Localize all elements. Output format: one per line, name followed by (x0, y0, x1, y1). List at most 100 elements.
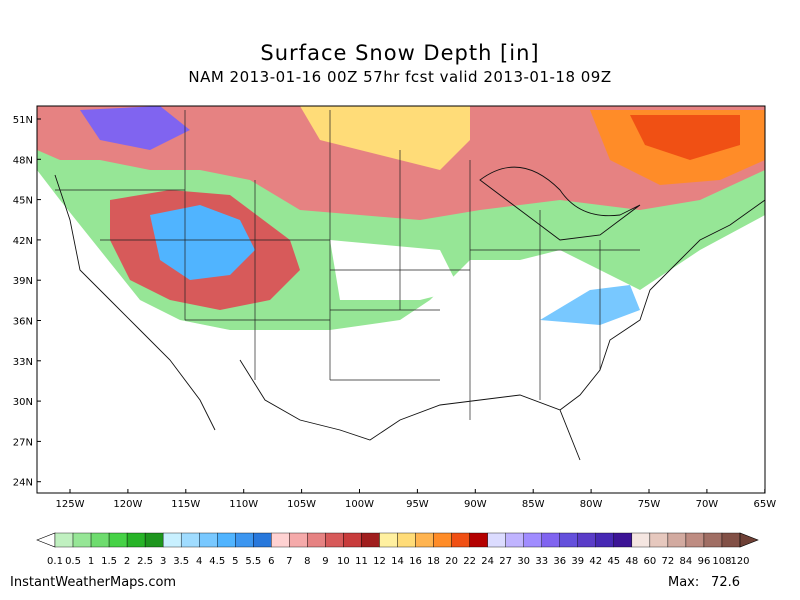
colorbar-box (271, 532, 290, 548)
colorbar-box (487, 532, 506, 548)
coastline (54, 174, 766, 461)
colorbar-label: 10 (337, 556, 350, 567)
max-value: 72.6 (711, 575, 740, 590)
lon-label: 90W (464, 499, 487, 510)
colorbar-label: 45 (607, 556, 620, 567)
lat-label: 45N (13, 196, 33, 207)
colorbar-box (199, 532, 218, 548)
colorbar-box (108, 532, 128, 548)
map-area (36, 105, 766, 494)
colorbar-label: 12 (373, 556, 386, 567)
great-lakes (479, 166, 641, 241)
colorbar-box (577, 532, 596, 548)
colorbar-label: 96 (698, 556, 711, 567)
colorbar-label: 6 (268, 556, 274, 567)
snow-moderate (37, 106, 765, 220)
title: Surface Snow Depth [in] (260, 41, 539, 65)
colorbar-label: 39 (571, 556, 584, 567)
site-name: InstantWeatherMaps.com (10, 575, 176, 590)
colorbar-box (649, 532, 669, 548)
colorbar-box (253, 532, 272, 548)
colorbar-box (54, 532, 74, 548)
colorbar-label: 5.5 (245, 556, 261, 567)
colorbar-label: 72 (662, 556, 675, 567)
lon-label: 120W (113, 499, 142, 510)
map-frame (36, 105, 766, 494)
max-label: Max: (668, 575, 699, 590)
colorbar-label: 14 (391, 556, 404, 567)
colorbar-box (415, 532, 434, 548)
colorbar-box (613, 532, 633, 548)
colorbar-label: 84 (680, 556, 693, 567)
colorbar-label: 8 (304, 556, 310, 567)
colorbar-box (289, 532, 308, 548)
snow-virginia (540, 285, 640, 325)
colorbar-box (703, 532, 723, 548)
lon-label: 85W (522, 499, 545, 510)
lon-label: 110W (229, 499, 258, 510)
snow-yellow (300, 106, 470, 170)
lat-label: 33N (13, 357, 33, 368)
colorbar-label: 20 (445, 556, 458, 567)
lon-label: 70W (696, 499, 719, 510)
colorbar-box (235, 532, 254, 548)
state-boundaries (55, 110, 640, 420)
lat-label: 27N (13, 437, 33, 448)
colorbar-box (469, 532, 488, 548)
lon-label: 95W (406, 499, 429, 510)
colorbar-label: 22 (463, 556, 476, 567)
colorbar-label: 11 (355, 556, 368, 567)
colorbar-label: 0.1 (47, 556, 63, 567)
colorbar-label: 1.5 (101, 556, 117, 567)
colorbar-label: 9 (322, 556, 328, 567)
colorbar-box (667, 532, 687, 548)
colorbar-box (505, 532, 524, 548)
colorbar-label: 60 (644, 556, 657, 567)
colorbar-over (739, 532, 759, 548)
colorbar-label: 27 (499, 556, 512, 567)
colorbar-box (307, 532, 326, 548)
snow-red (630, 115, 740, 160)
lat-label: 48N (13, 155, 33, 166)
colorbar-box (451, 532, 470, 548)
colorbar-label: 48 (625, 556, 638, 567)
colorbar-box (541, 532, 560, 548)
colorbar-box (595, 532, 615, 548)
subtitle: NAM 2013-01-16 00Z 57hr fcst valid 2013-… (188, 68, 611, 86)
colorbar-box (631, 532, 651, 548)
colorbar-box (397, 532, 416, 548)
colorbar-label: 120 (730, 556, 749, 567)
colorbar-label: 30 (517, 556, 530, 567)
colorbar-label: 108 (712, 556, 731, 567)
colorbar-box (559, 532, 578, 548)
snow-purple (80, 106, 190, 150)
lat-label: 30N (13, 397, 33, 408)
colorbar-label: 1 (88, 556, 94, 567)
colorbar-label: 42 (589, 556, 602, 567)
lon-label: 75W (638, 499, 661, 510)
lat-label: 42N (13, 236, 33, 247)
colorbar-box (721, 532, 741, 548)
lon-label: 115W (171, 499, 200, 510)
lon-label: 65W (753, 499, 776, 510)
lon-label: 105W (287, 499, 316, 510)
colorbar-label: 2.5 (137, 556, 153, 567)
colorbar-box (144, 532, 164, 548)
colorbar-box (343, 532, 362, 548)
colorbar-label: 18 (427, 556, 440, 567)
colorbar-box (90, 532, 110, 548)
snow-blue (150, 205, 255, 280)
colorbar-label: 33 (535, 556, 548, 567)
colorbar-label: 3.5 (173, 556, 189, 567)
colorbar-label: 7 (286, 556, 292, 567)
colorbar-label: 4 (196, 556, 202, 567)
colorbar-label: 0.5 (65, 556, 81, 567)
lat-label: 36N (13, 317, 33, 328)
colorbar-box (126, 532, 146, 548)
colorbar-box (433, 532, 452, 548)
lat-label: 39N (13, 276, 33, 287)
colorbar-box (361, 532, 380, 548)
colorbar-box (379, 532, 398, 548)
